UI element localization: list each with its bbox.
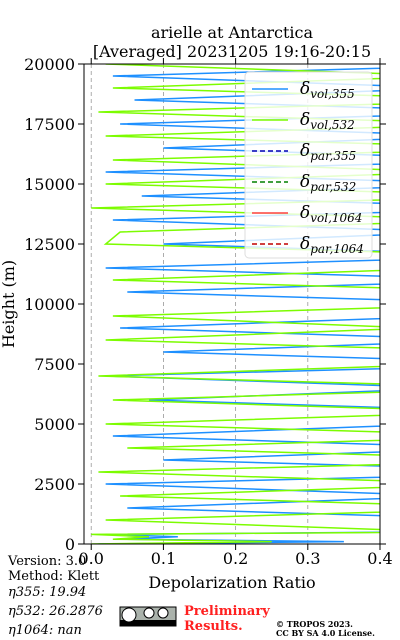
x-tick-label: 0.0 (78, 549, 103, 568)
x-tick-label: 0.4 (367, 549, 392, 568)
copyright-text: CC BY SA 4.0 License. (276, 628, 375, 638)
info-text: Method: Klett (8, 569, 100, 584)
y-tick-label: 12500 (24, 235, 75, 254)
legend-box (244, 71, 373, 259)
chart-title: arielle at Antarctica (151, 23, 314, 42)
legend-label: δvol,355 (300, 79, 355, 101)
preliminary-text: Preliminary (184, 604, 270, 619)
x-tick-label: 0.2 (223, 549, 248, 568)
y-tick-label: 10000 (24, 295, 75, 314)
y-tick-label: 7500 (34, 355, 75, 374)
x-axis-label: Depolarization Ratio (148, 573, 315, 592)
cc-logo (119, 606, 177, 627)
x-tick-label: 0.1 (151, 549, 176, 568)
info-text: η355: 19.94 (8, 585, 86, 600)
y-tick-label: 5000 (34, 415, 75, 434)
y-tick-label: 20000 (24, 55, 75, 74)
y-tick-label: 17500 (24, 115, 75, 134)
legend-label: δvol,1064 (300, 203, 362, 225)
copyright-text: © TROPOS 2023. (276, 619, 353, 629)
legend-label: δpar,532 (300, 172, 356, 194)
info-text: η1064: nan (8, 623, 82, 638)
preliminary-text: Results. (184, 619, 243, 634)
plot-frame (83, 63, 381, 545)
chart-subtitle: [Averaged] 20231205 19:16-20:15 (93, 42, 371, 61)
info-text: Version: 3.0 (7, 554, 86, 569)
info-text: η532: 26.2876 (8, 604, 103, 619)
y-tick-label: 15000 (24, 175, 75, 194)
legend-label: δvol,532 (300, 110, 355, 132)
axes: 0.0 0.1 0.2 0.3 0.4 0 2500 5000 7500 10000 12500 15… (24, 55, 393, 568)
x-tick-label: 0.3 (295, 549, 320, 568)
legend-label: δpar,1064 (300, 234, 364, 256)
y-tick-label: 2500 (34, 475, 75, 494)
y-axis-label: Height (m) (0, 260, 18, 348)
legend: δvol,355 δvol,532 δpar,355 δpar,532 δvol,106… (244, 71, 373, 259)
legend-label: δpar,355 (300, 141, 356, 163)
y-tick-label: 0 (65, 535, 75, 554)
